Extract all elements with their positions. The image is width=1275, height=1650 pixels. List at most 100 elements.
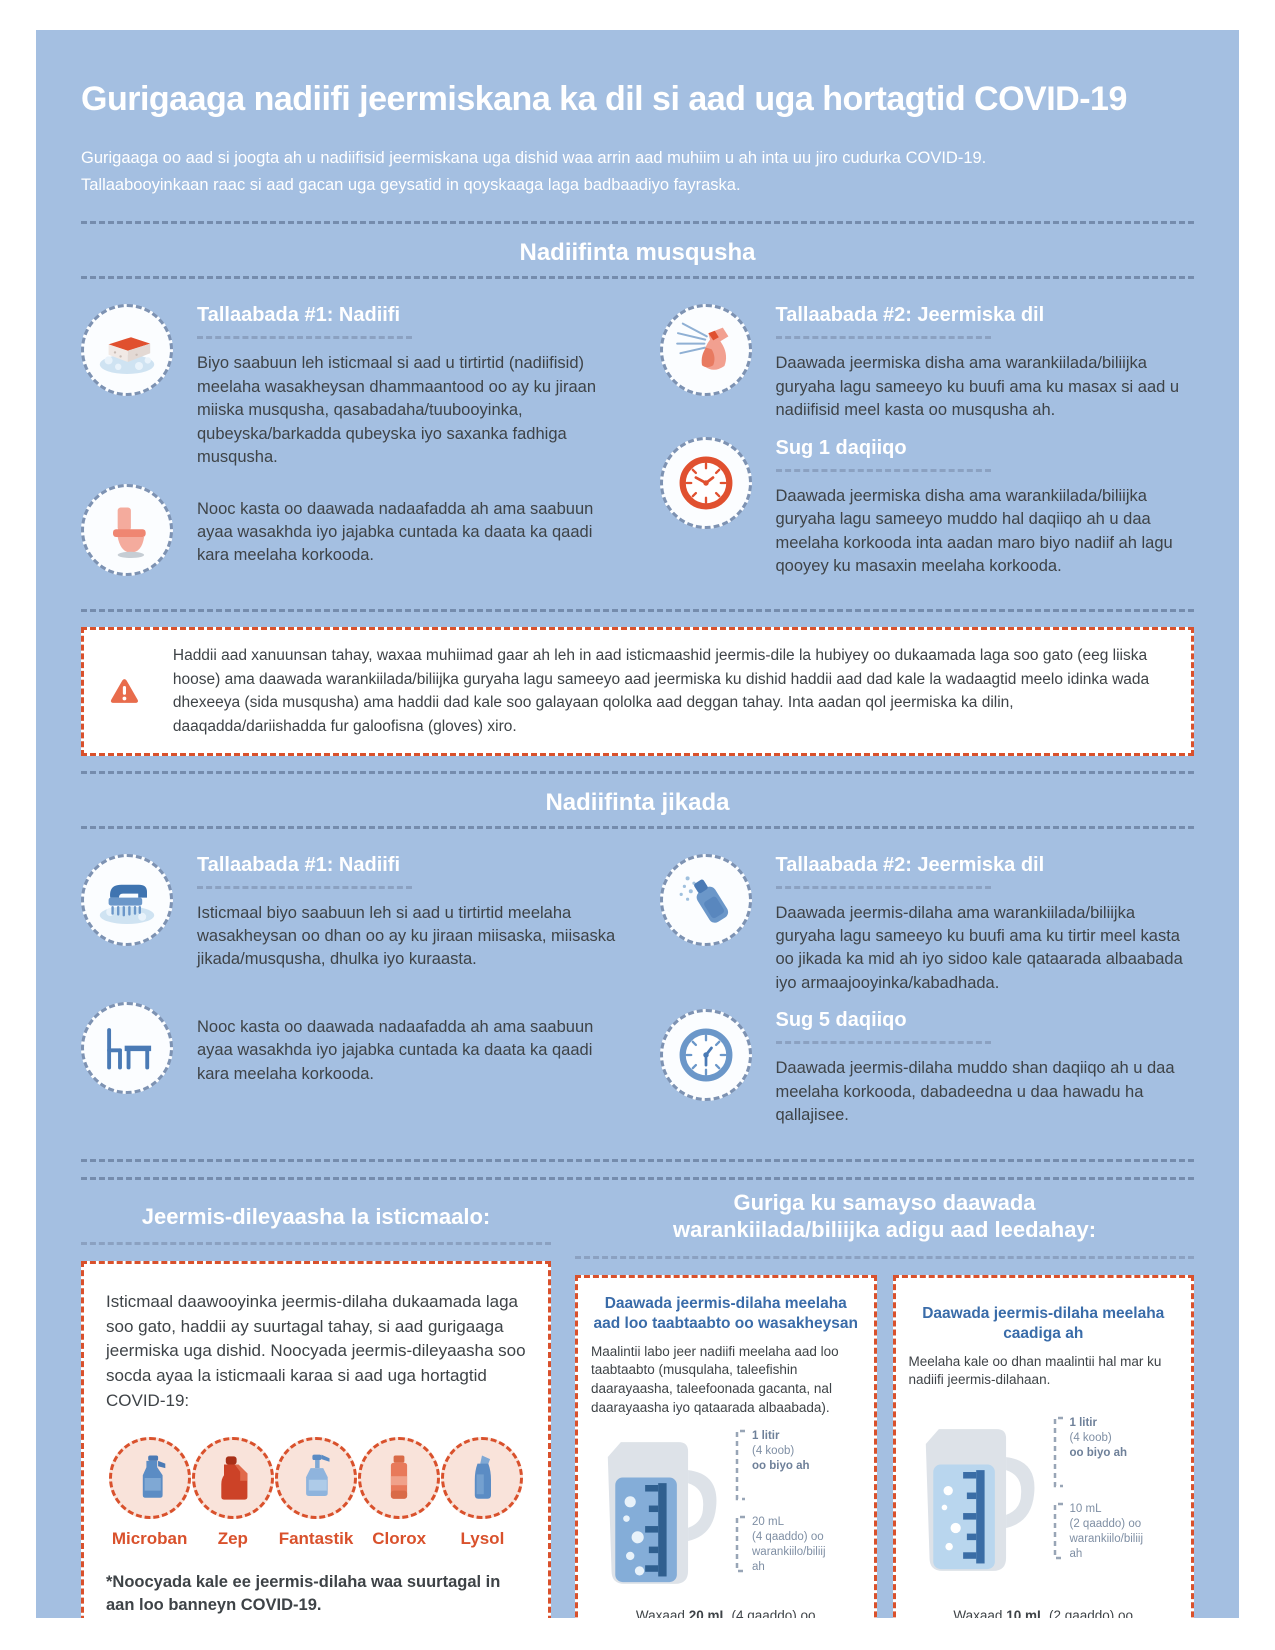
caption-mid: (4 qaaddo) oo warankiilo/biliij ah ku da… bbox=[731, 1608, 816, 1618]
toilet-icon bbox=[113, 506, 146, 558]
squeeze-bottle-icon bbox=[475, 1455, 492, 1499]
disinfectants-note: *Noocyada kale ee jeermis-dilaha waa suu… bbox=[106, 1573, 501, 1615]
intro-line-2: Tallaabooyinkaan raac si aad gacan uga g… bbox=[81, 176, 741, 195]
disinfectants-box: Isticmaal daawooyinka jeermis-dilaha duk… bbox=[81, 1261, 551, 1618]
bleach-label: 10 mL (2 qaaddo) oo warankiilo/biliij ah bbox=[1070, 1502, 1144, 1562]
bathroom-step2-title: Tallaabada #2: Jeermiska dil bbox=[775, 304, 1045, 327]
sponge-icon-circle bbox=[81, 304, 173, 397]
bathroom-steps: Tallaabada #1: Nadiifi Biyo saabuun leh … bbox=[81, 288, 1194, 594]
kitchen-step2-para: Daawada jeermis-dilaha ama warankiilada/… bbox=[775, 903, 1183, 992]
clock-blue-icon bbox=[679, 1028, 732, 1082]
bleach-amount: 20 mL bbox=[752, 1516, 784, 1529]
bleach-measure: 10 mL (2 qaaddo) oo warankiilo/biliij ah bbox=[1051, 1502, 1144, 1562]
kitchen-wait-para: Daawada jeermis-dilaha muddo shan daqiiq… bbox=[775, 1059, 1175, 1125]
spray-bottle-icon bbox=[306, 1454, 330, 1497]
bleach-card-general: Daawada jeermis-dilaha meelaha caadiga a… bbox=[892, 1274, 1194, 1618]
dashed-underline bbox=[197, 885, 412, 889]
caption-pre: Waxaad bbox=[953, 1608, 1007, 1618]
toilet-icon-circle bbox=[81, 483, 173, 576]
table-chair-icon-circle bbox=[81, 1001, 173, 1094]
product-zep: Zep bbox=[191, 1437, 274, 1549]
homemade-heading-line2: warankiilada/biliijka adigu aad leedahay… bbox=[672, 1217, 1097, 1243]
bathroom-step1-row2: Nooc kasta oo daawada nadaafadda ah ama … bbox=[81, 483, 616, 576]
divider bbox=[81, 1158, 1194, 1162]
kitchen-column-2: Tallaabada #2: Jeermiska dil Daawada jee… bbox=[659, 842, 1195, 1142]
bleach-label: 20 mL (4 qaaddo) oo warankiilo/biliij ah bbox=[752, 1515, 826, 1575]
intro-paragraph: Gurigaaga oo aad si joogta ah u nadiifis… bbox=[81, 145, 1194, 199]
product-circle bbox=[275, 1437, 357, 1520]
card-caption: Waxaad 10 mL (2 qaaddo) oo warankiilo/bi… bbox=[909, 1597, 1179, 1618]
divider bbox=[81, 825, 1194, 829]
product-name: Fantastik bbox=[278, 1529, 354, 1549]
measure-labels: 1 litir (4 koob) oo biyo ah 1 bbox=[1051, 1416, 1144, 1576]
jug-bottle-icon bbox=[221, 1456, 248, 1500]
bathroom-step1-row1: Tallaabada #1: Nadiifi Biyo saabuun leh … bbox=[81, 304, 616, 469]
disinfectants-intro: Isticmaal daawooyinka jeermis-dilaha duk… bbox=[106, 1292, 526, 1410]
bathroom-column-1: Tallaabada #1: Nadiifi Biyo saabuun leh … bbox=[81, 292, 616, 592]
bleach-suffix: ah bbox=[1069, 1547, 1083, 1560]
warning-box: Haddii aad xanuunsan tahay, waxaa muhiim… bbox=[81, 627, 1194, 756]
bathroom-step1-textblock: Tallaabada #1: Nadiifi Biyo saabuun leh … bbox=[197, 304, 616, 469]
product-circle bbox=[191, 1437, 274, 1520]
kitchen-step1-textblock2: Nooc kasta oo daawada nadaafadda ah ama … bbox=[197, 1002, 616, 1086]
spray-bottle-blue-icon-circle bbox=[659, 853, 752, 946]
dashed-underline bbox=[197, 336, 412, 340]
product-list: Microban Zep bbox=[108, 1437, 524, 1549]
kitchen-step1-row1: Tallaabada #1: Nadiifi Isticmaal biyo sa… bbox=[81, 853, 616, 972]
product-name: Microban bbox=[111, 1529, 188, 1549]
water-of: oo biyo ah bbox=[1069, 1446, 1128, 1459]
caption-amount: 20 mL bbox=[688, 1608, 728, 1618]
homemade-heading-line1: Guriga ku samayso daawada bbox=[733, 1189, 1036, 1215]
spray-bottle-orange-icon-circle bbox=[659, 304, 752, 397]
bathroom-step2-row1: Tallaabada #2: Jeermiska dil Daawada jee… bbox=[659, 304, 1195, 422]
dashed-underline bbox=[775, 336, 991, 340]
disinfectants-column: Jeermis-dileyaasha la isticmaalo: Isticm… bbox=[81, 1189, 551, 1618]
card-title: Daawada jeermis-dilaha meelaha aad loo t… bbox=[593, 1294, 858, 1332]
bleach-type: warankiilo/biliij bbox=[752, 1546, 826, 1559]
dashed-underline bbox=[575, 1255, 1194, 1259]
water-label: 1 litir (4 koob) oo biyo ah bbox=[752, 1429, 810, 1501]
bleach-measure: 20 mL (4 qaaddo) oo warankiilo/biliij ah bbox=[733, 1515, 826, 1575]
warning-text: Haddii aad xanuunsan tahay, waxaa muhiim… bbox=[172, 647, 1150, 736]
disinfectants-heading: Jeermis-dileyaasha la isticmaalo: bbox=[141, 1203, 491, 1229]
bleach-amount: 10 mL bbox=[1069, 1503, 1102, 1516]
bathroom-step1-title: Tallaabada #1: Nadiifi bbox=[197, 304, 401, 327]
kitchen-step2-row1: Tallaabada #2: Jeermiska dil Daawada jee… bbox=[659, 853, 1195, 996]
product-fantastik: Fantastik bbox=[274, 1437, 357, 1549]
kitchen-step1-row2: Nooc kasta oo daawada nadaafadda ah ama … bbox=[81, 1001, 616, 1094]
bleach-type: warankiilo/biliij bbox=[1069, 1532, 1144, 1545]
dashed-underline bbox=[81, 1242, 551, 1246]
bathroom-step1-textblock2: Nooc kasta oo daawada nadaafadda ah ama … bbox=[197, 484, 616, 568]
warning-triangle-icon bbox=[110, 679, 138, 704]
water-of: oo biyo ah bbox=[752, 1460, 810, 1473]
product-circle bbox=[441, 1437, 524, 1520]
clock-orange-icon bbox=[679, 456, 732, 510]
bathroom-wait-title: Sug 1 daqiiqo bbox=[775, 436, 907, 459]
kitchen-wait-textblock: Sug 5 daqiiqo Daawada jeermis-dilaha mud… bbox=[775, 1009, 1195, 1127]
divider bbox=[81, 221, 1194, 225]
caption-pre: Waxaad bbox=[635, 1608, 689, 1618]
bathroom-step2-textblock: Tallaabada #2: Jeermiska dil Daawada jee… bbox=[775, 304, 1195, 422]
pitcher-row: 1 litir (4 koob) oo biyo ah 2 bbox=[591, 1429, 861, 1597]
divider bbox=[81, 276, 1194, 280]
scrub-brush-icon-circle bbox=[81, 853, 173, 946]
bathroom-wait-row: Sug 1 daqiiqo Daawada jeermiska disha am… bbox=[659, 436, 1195, 579]
divider bbox=[81, 770, 1194, 774]
kitchen-wait-row: Sug 5 daqiiqo Daawada jeermis-dilaha mud… bbox=[659, 1009, 1195, 1127]
bleach-suffix: ah bbox=[752, 1561, 765, 1574]
kitchen-step1-para2: Nooc kasta oo daawada nadaafadda ah ama … bbox=[197, 1017, 594, 1083]
table-chair-icon bbox=[107, 1028, 152, 1070]
bracket-icon bbox=[1053, 1416, 1063, 1488]
water-cups: (4 koob) bbox=[1069, 1432, 1112, 1444]
divider bbox=[81, 609, 1194, 613]
water-amount: 1 litir bbox=[1069, 1417, 1097, 1430]
kitchen-step1-para1: Isticmaal biyo saabuun leh si aad u tirt… bbox=[197, 903, 616, 969]
bleach-spoons: (4 qaaddo) oo bbox=[752, 1531, 824, 1544]
bottom-area: Jeermis-dileyaasha la isticmaalo: Isticm… bbox=[81, 1189, 1194, 1618]
spray-bottle-blue-icon bbox=[679, 875, 728, 923]
measuring-pitcher-illustration bbox=[925, 1429, 1034, 1571]
dashed-underline bbox=[775, 885, 991, 889]
bathroom-column-2: Tallaabada #2: Jeermiska dil Daawada jee… bbox=[659, 292, 1195, 592]
bleach-card-hightouch: Daawada jeermis-dilaha meelaha aad loo t… bbox=[575, 1274, 877, 1618]
bathroom-step2-para: Daawada jeermiska disha ama warankiilada… bbox=[775, 354, 1180, 420]
